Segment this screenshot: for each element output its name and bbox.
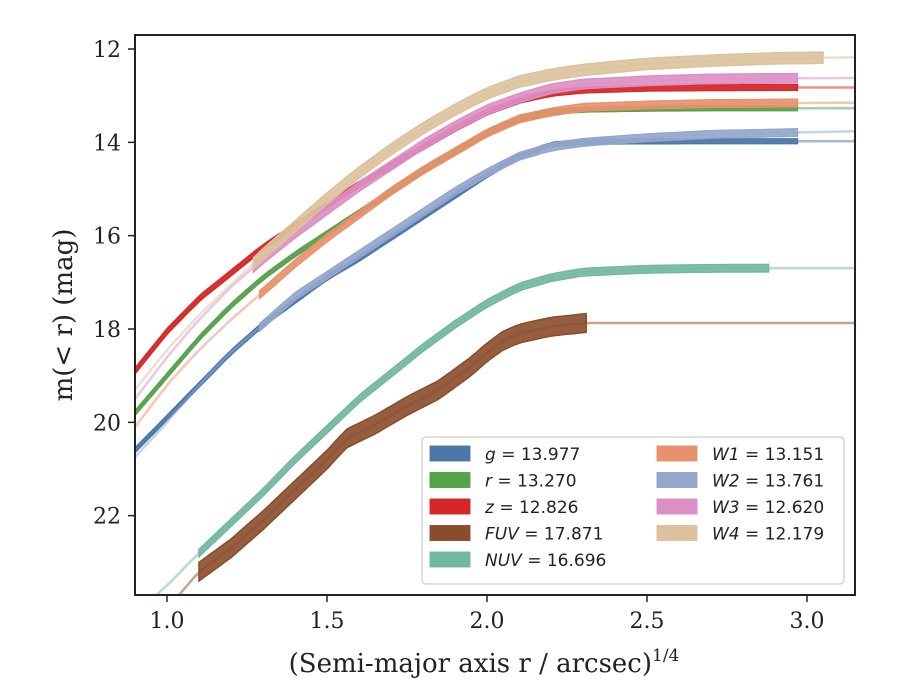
- y-tick-label: 14: [93, 131, 121, 156]
- legend-label: NUV = 16.696: [485, 551, 606, 571]
- x-tick-label: 2.5: [630, 609, 665, 634]
- x-axis-title: (Semi-major axis r / arcsec)1/4: [289, 646, 680, 679]
- y-tick-label: 16: [93, 225, 121, 250]
- legend-item-w2: W2 = 13.761: [656, 472, 824, 492]
- legend-label: FUV = 17.871: [485, 525, 603, 545]
- series-z-band: [135, 83, 799, 375]
- y-tick-label: 22: [93, 505, 121, 530]
- x-tick-label: 3.0: [790, 609, 825, 634]
- x-tick-label: 2.0: [470, 609, 505, 634]
- legend-item-nuv: NUV = 16.696: [429, 551, 606, 571]
- legend-label: g = 13.977: [485, 445, 580, 465]
- y-tick-label: 20: [93, 411, 121, 436]
- legend-label: W1 = 13.151: [712, 445, 824, 465]
- legend-item-w3: W3 = 12.620: [656, 498, 824, 518]
- legend-item-g: g = 13.977: [429, 445, 580, 465]
- legend-label: z = 12.826: [484, 498, 578, 518]
- x-axis: 1.0 1.5 2.0 2.5 3.0: [150, 595, 825, 634]
- y-axis-title: m(< r) (mag): [49, 229, 79, 402]
- x-axis-title-exponent: 1/4: [652, 646, 679, 666]
- y-tick-label: 12: [93, 38, 121, 63]
- legend-label: W3 = 12.620: [712, 498, 824, 518]
- legend-item-w1: W1 = 13.151: [656, 445, 824, 465]
- series-w4-band: [252, 51, 824, 271]
- legend-swatch: [656, 498, 698, 515]
- legend-item-fuv: FUV = 17.871: [429, 525, 603, 545]
- legend: g = 13.977 r = 13.270 z = 12.826 FUV = 17.8…: [421, 436, 845, 585]
- x-tick-label: 1.0: [150, 609, 185, 634]
- legend-label: W2 = 13.761: [712, 472, 824, 492]
- legend-swatch: [429, 472, 471, 488]
- series-fuv-band: [198, 312, 587, 583]
- legend-swatch: [429, 551, 471, 568]
- legend-box: [421, 436, 845, 585]
- legend-item-r: r = 13.270: [429, 472, 577, 492]
- legend-swatch: [656, 445, 698, 462]
- legend-item-z: z = 12.826: [429, 498, 578, 518]
- legend-swatch: [429, 498, 471, 515]
- legend-swatch: [656, 472, 698, 488]
- legend-item-w4: W4 = 12.179: [656, 525, 824, 545]
- legend-swatch: [429, 445, 471, 462]
- series-w3-band: [252, 72, 799, 274]
- y-axis: 12 14 16 18 20 22: [93, 38, 135, 530]
- legend-label: r = 13.270: [485, 472, 577, 492]
- curves: [135, 51, 855, 595]
- y-tick-label: 18: [93, 318, 121, 343]
- x-tick-label: 1.5: [310, 609, 345, 634]
- legend-swatch: [429, 525, 471, 541]
- plot-frame: [134, 34, 856, 596]
- series-nuv-band: [198, 263, 770, 559]
- series-w2-band: [259, 128, 799, 333]
- legend-label: W4 = 12.179: [712, 525, 824, 545]
- series-w1-band: [259, 98, 799, 300]
- legend-swatch: [656, 525, 698, 541]
